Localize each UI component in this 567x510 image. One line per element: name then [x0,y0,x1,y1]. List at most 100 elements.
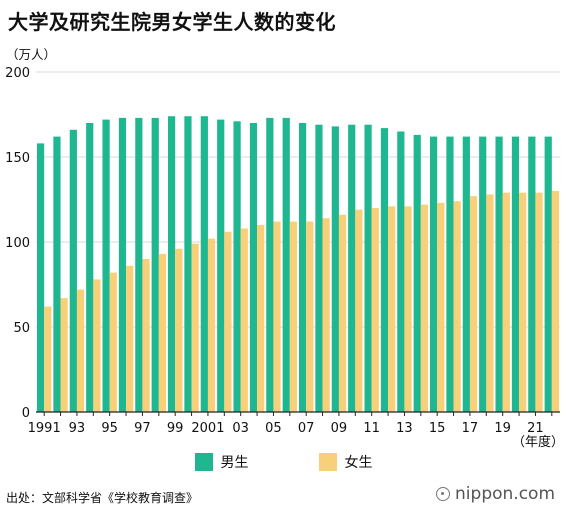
bar-female [535,192,543,412]
bar-male [200,116,208,412]
y-tick-label: 100 [5,236,30,251]
bar-female [551,191,560,412]
bar-female [437,202,445,412]
bar-male [151,117,159,413]
bar-male [315,124,323,412]
x-tick-label: 95 [101,421,118,436]
bar-male [462,136,470,412]
bar-male [495,136,503,412]
x-tick-label: 15 [429,421,446,436]
logo-text: nippon.com [455,484,555,504]
bar-female [502,192,510,412]
bar-male [233,121,241,413]
bar-male [511,136,520,412]
bar-female [224,231,232,412]
bar-male [184,116,192,412]
bars [36,116,560,413]
nippon-logo: nippon.com [436,484,555,504]
bar-male [348,124,356,412]
bar-female [338,214,347,412]
x-tick-label: 17 [462,421,479,436]
bar-female [388,206,396,412]
legend-swatch-female [318,453,337,471]
bar-female [60,298,68,412]
bar-male [479,136,487,412]
bar-female [519,192,527,412]
bar-female [322,218,330,412]
bar-male [282,117,290,413]
bar-female [93,279,101,412]
legend-label-male: 男生 [220,455,249,471]
bar-female [306,221,314,412]
legend-item-female: 女生 [318,452,373,472]
bar-female [453,201,461,412]
legend-label-female: 女生 [344,455,373,471]
bar-male [544,136,552,412]
bar-female [76,289,85,412]
bar-male [528,136,536,412]
bar-male [266,117,274,413]
bar-male [217,119,225,412]
bar-female [486,194,494,412]
bar-female [44,306,52,412]
bar-female [109,272,117,412]
x-tick-label: 93 [69,421,86,436]
bar-female [469,196,478,412]
bar-chart: 0 50 100 150 200 1991 93 95 97 99 2001 03 05 07 09 11 13… [5,66,564,450]
x-tick-label: 2001 [191,421,224,436]
bar-male [413,134,421,412]
bar-male [53,136,61,412]
bar-male [446,136,454,412]
x-tick-label: 99 [167,421,184,436]
bar-female [257,225,265,412]
y-axis-unit: （万人） [6,47,57,62]
bar-male [118,117,127,413]
bar-male [397,131,405,412]
x-tick-label: 13 [396,421,413,436]
legend-swatch-male [194,453,213,471]
bar-male [167,116,176,412]
x-tick-label: 09 [331,421,348,436]
x-tick-label: 11 [363,421,380,436]
bar-female [273,221,281,412]
x-tick-label: 97 [134,421,151,436]
y-tick-label: 50 [13,321,30,336]
x-tick-label: 19 [494,421,511,436]
logo-mark-icon [436,487,451,501]
bar-female [126,265,134,412]
bar-female [240,228,248,412]
x-tick-label: 03 [232,421,249,436]
bar-male [135,117,143,413]
bar-male [298,123,307,412]
bar-female [420,204,429,412]
bar-female [371,208,379,412]
bar-male [380,128,389,412]
bar-male [86,123,94,412]
y-tick-label: 0 [22,406,30,421]
x-tick-label: 21 [527,421,544,436]
bar-female [355,209,363,412]
bar-male [331,126,339,413]
x-tick-label: 05 [265,421,282,436]
legend-item-male: 男生 [194,452,249,472]
bar-male [102,119,110,412]
bar-female [175,248,183,412]
x-tick-label: 1991 [28,421,61,436]
bar-male [36,143,45,412]
bar-male [364,124,372,412]
legend: 男生 女生 [0,452,567,472]
x-axis-unit: （年度） [512,434,564,450]
y-tick-label: 200 [5,66,30,81]
axes: 0 50 100 150 200 1991 93 95 97 99 2001 03 05 07 09 11 13… [5,66,560,436]
bar-female [191,243,199,412]
bar-female [207,238,216,412]
source-note: 出处：文部科学省《学校教育调查》 [6,491,199,505]
bar-female [404,206,412,412]
bar-male [69,129,77,413]
y-tick-label: 150 [5,151,30,166]
bar-female [289,221,298,412]
bar-female [158,253,167,412]
chart-title: 大学及研究生院男女学生人数的变化 [8,10,336,34]
x-tick-label: 07 [298,421,315,436]
bar-male [249,123,258,412]
